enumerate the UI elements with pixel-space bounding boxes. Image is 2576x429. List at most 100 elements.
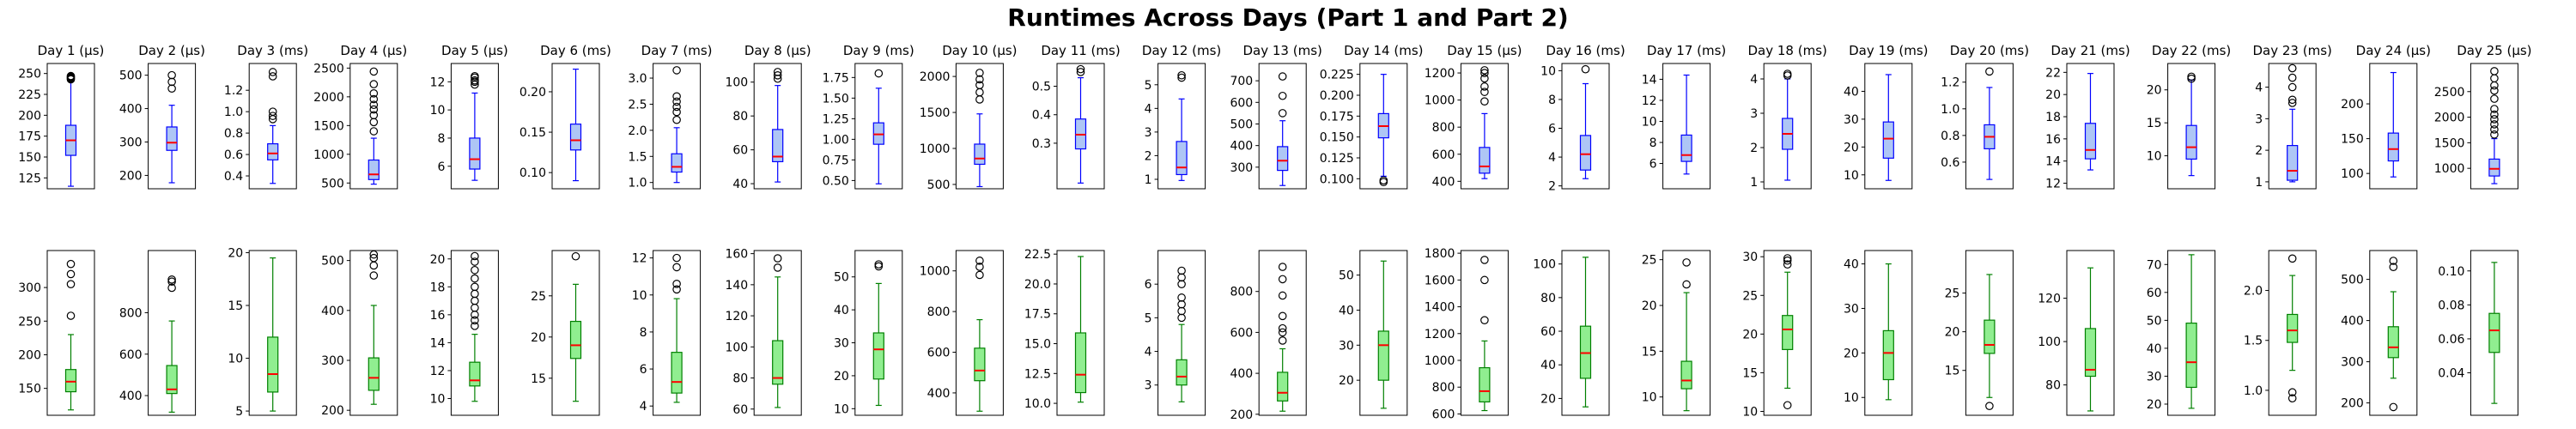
y-tick-label: 6: [437, 160, 445, 174]
panels: Day 1 (µs)125150175200225250150200250300…: [18, 43, 2531, 422]
y-tick-label: 20: [1540, 392, 1556, 406]
y-tick-label: 20: [430, 253, 446, 267]
iqr-box: [2387, 326, 2399, 359]
part2-subplot: 80 100 120: [2038, 250, 2115, 416]
y-tick-label: 14: [2045, 155, 2061, 169]
y-tick-label: 0.8: [224, 127, 243, 141]
axes-frame: [551, 63, 600, 190]
y-tick-label: 1800: [1425, 247, 1455, 261]
y-tick-label: 6: [640, 363, 647, 377]
y-tick-label: 0.75: [823, 154, 849, 167]
y-tick-label: 400: [1432, 175, 1455, 189]
outlier-point: [2490, 130, 2499, 139]
iqr-box: [1277, 372, 1289, 402]
y-tick-label: 70: [2147, 258, 2162, 272]
y-tick-label: 100: [725, 341, 748, 354]
axes-frame: [1561, 63, 1610, 190]
iqr-box: [1680, 134, 1692, 162]
outlier-point: [2287, 63, 2297, 73]
y-tick-label: 400: [927, 387, 951, 401]
y-tick-label: 15: [1742, 366, 1758, 380]
outlier-point: [66, 311, 76, 320]
outlier-point: [1682, 280, 1691, 289]
y-tick-label: 500: [119, 69, 143, 83]
outlier-point: [1278, 328, 1287, 337]
y-tick-label: 200: [18, 348, 41, 362]
y-tick-label: 20.0: [1024, 278, 1051, 292]
y-tick-label: 1000: [2434, 162, 2465, 176]
y-tick-label: 40: [834, 304, 849, 317]
outlier-point: [369, 253, 379, 263]
outlier-point: [1177, 299, 1186, 309]
outlier-point: [268, 107, 277, 116]
iqr-box: [569, 124, 582, 151]
panel-title: Day 11 (ms): [1041, 43, 1120, 58]
outlier-point: [1278, 336, 1287, 345]
panel-title: Day 13 (ms): [1243, 43, 1322, 58]
y-tick-label: 0.04: [2438, 367, 2464, 381]
y-tick-label: 40: [1540, 359, 1556, 372]
panel-day-4: Day 4 (µs) 500 1000 1500 2000 2500 200 300 400 50…: [313, 43, 407, 418]
outlier-point: [1278, 311, 1287, 321]
y-tick-label: 400: [2341, 315, 2364, 329]
y-tick-label: 600: [927, 347, 951, 360]
axes-frame: [1359, 250, 1408, 416]
y-tick-label: 50: [1339, 269, 1354, 283]
panel-title: Day 2 (µs): [138, 43, 205, 58]
outlier-point: [1278, 72, 1287, 81]
outlier-point: [1278, 109, 1287, 118]
panel-title: Day 24 (µs): [2356, 43, 2431, 58]
part1-subplot: 6 8 10 12 14: [1642, 63, 1711, 190]
y-tick-label: 300: [321, 354, 344, 368]
part1-subplot: 0.100 0.125 0.150 0.175 0.200 0.225: [1320, 63, 1408, 190]
y-tick-label: 1.2: [224, 84, 243, 98]
y-tick-label: 10: [1540, 64, 1556, 78]
outlier-point: [369, 80, 379, 88]
iqr-box: [1882, 121, 1894, 159]
part2-subplot: 20 30 40 50 60 70: [2147, 250, 2216, 416]
y-tick-label: 18: [430, 281, 446, 294]
y-tick-label: 60: [732, 403, 748, 417]
iqr-box: [2185, 323, 2197, 389]
y-tick-label: 1.00: [823, 133, 849, 147]
y-tick-label: 4: [1145, 346, 1152, 360]
outlier-point: [975, 257, 984, 265]
y-tick-label: 800: [119, 306, 143, 320]
outlier-point: [167, 283, 176, 293]
outlier-point: [369, 100, 379, 110]
y-tick-label: 1.0: [224, 106, 243, 119]
panel-title: Day 18 (ms): [1748, 43, 1827, 58]
axes-frame: [2369, 63, 2418, 190]
y-tick-label: 600: [119, 348, 143, 362]
y-tick-label: 2: [1145, 149, 1152, 163]
outlier-point: [1076, 64, 1085, 74]
outlier-point: [1783, 254, 1792, 263]
iqr-box: [1377, 330, 1389, 381]
iqr-box: [166, 365, 178, 395]
y-tick-label: 400: [119, 390, 143, 403]
y-tick-label: 200: [2341, 98, 2364, 112]
y-tick-label: 2000: [313, 91, 344, 105]
y-tick-label: 18: [2045, 111, 2061, 124]
y-tick-label: 300: [1230, 161, 1253, 175]
part2-subplot: 10 15 20 25 30: [1742, 250, 1812, 419]
axes-frame: [148, 250, 197, 416]
y-tick-label: 10: [1642, 115, 1657, 129]
outlier-point: [1480, 82, 1489, 91]
y-tick-label: 4: [640, 400, 647, 414]
iqr-box: [368, 357, 380, 391]
part1-subplot: 1 2 3 4: [1750, 63, 1812, 190]
axes-frame: [450, 250, 499, 416]
iqr-box: [1882, 329, 1894, 381]
part1-subplot: 1000 1500 2000 2500: [2434, 63, 2518, 190]
iqr-box: [1984, 319, 1996, 354]
y-tick-label: 0.200: [1320, 89, 1354, 103]
axes-frame: [1258, 63, 1307, 190]
outlier-point: [471, 265, 479, 275]
panel-day-8: Day 8 (µs) 40 60 80 100 60 80 100 120 140 160: [725, 43, 811, 417]
outlier-point: [268, 68, 277, 76]
part2-subplot: 15 20 25: [531, 250, 600, 416]
outlier-point: [1783, 256, 1792, 265]
y-tick-label: 200: [1230, 408, 1253, 422]
iqr-box: [1782, 315, 1794, 350]
